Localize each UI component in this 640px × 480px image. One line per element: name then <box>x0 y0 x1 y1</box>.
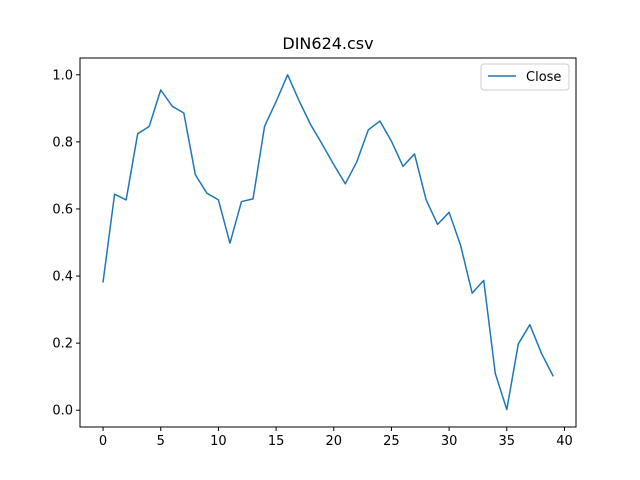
x-tick-label: 0 <box>99 434 107 449</box>
legend-box <box>480 63 570 91</box>
series-line-close <box>102 74 554 411</box>
y-tick-label: 0.4 <box>52 270 73 285</box>
x-tick-label: 30 <box>441 434 458 449</box>
y-tick-label: 0.2 <box>52 337 73 352</box>
plot-area <box>102 74 554 411</box>
y-tick-label: 0.6 <box>52 202 73 217</box>
x-tick-label: 15 <box>268 434 285 449</box>
x-tick-label: 40 <box>556 434 573 449</box>
y-tick-label: 0.8 <box>52 135 73 150</box>
y-tick-label: 1.0 <box>52 68 73 83</box>
x-tick-label: 25 <box>383 434 400 449</box>
legend: Close <box>480 63 570 91</box>
x-tick-label: 20 <box>325 434 342 449</box>
axes-frame <box>79 57 577 428</box>
x-tick-label: 35 <box>499 434 516 449</box>
x-tick-label: 5 <box>157 434 165 449</box>
chart-title: DIN624.csv <box>282 34 373 53</box>
x-tick-label: 10 <box>210 434 227 449</box>
y-tick-label: 0.0 <box>52 404 73 419</box>
axes: 0 5 10 15 20 25 30 35 40 0.0 0.2 0.4 0.6 0.8 1.0 <box>52 57 577 449</box>
legend-label-close: Close <box>526 70 561 85</box>
